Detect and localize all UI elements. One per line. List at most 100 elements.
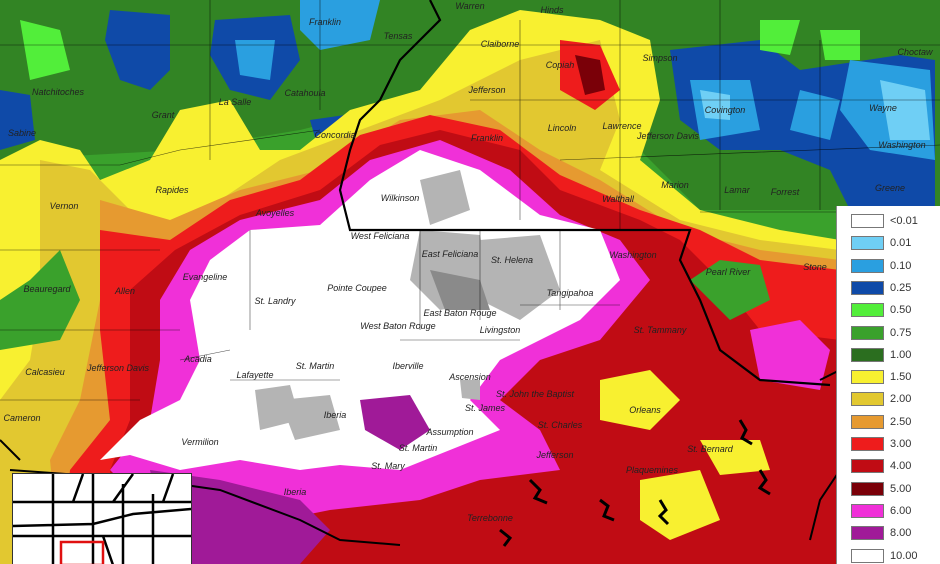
county-label: Jefferson bbox=[468, 85, 506, 95]
legend-item: 4.00 bbox=[851, 459, 912, 474]
county-label: West Baton Rouge bbox=[360, 321, 436, 331]
county-label: Orleans bbox=[629, 405, 661, 415]
county-label: Copiah bbox=[545, 60, 575, 70]
county-label: Plaquemines bbox=[625, 465, 679, 475]
dark-grey-patch bbox=[430, 270, 490, 310]
legend-label: 2.00 bbox=[890, 393, 912, 406]
county-label: Pearl River bbox=[705, 267, 751, 277]
county-label: Lincoln bbox=[547, 123, 577, 133]
county-label: Forrest bbox=[770, 187, 800, 197]
county-label: St. Martin bbox=[398, 443, 438, 453]
county-label: West Feliciana bbox=[350, 231, 410, 241]
county-label: Vernon bbox=[49, 201, 79, 211]
legend-item: 8.00 bbox=[851, 526, 912, 541]
legend-item: 0.10 bbox=[851, 258, 912, 273]
county-label: Marion bbox=[661, 180, 689, 190]
county-boundaries bbox=[0, 0, 940, 547]
county-label: East Feliciana bbox=[421, 249, 479, 259]
blue-patch bbox=[0, 90, 35, 150]
legend-label: 0.25 bbox=[890, 281, 912, 294]
county-label: Warren bbox=[455, 1, 485, 11]
county-label: Ascension bbox=[449, 372, 491, 382]
legend-item: 1.50 bbox=[851, 370, 911, 385]
purple-patch bbox=[360, 395, 430, 450]
county-label: Avoyelles bbox=[255, 208, 295, 218]
county-label: Iberville bbox=[392, 361, 424, 371]
blue-patch bbox=[690, 60, 935, 160]
county-label: Evangeline bbox=[182, 272, 228, 282]
legend-item: 2.00 bbox=[851, 392, 912, 407]
county-label: Beauregard bbox=[23, 284, 71, 294]
county-label: Washington bbox=[878, 140, 926, 150]
legend-label: 4.00 bbox=[890, 460, 912, 473]
county-label: St. Landry bbox=[254, 296, 296, 306]
county-label: Greene bbox=[874, 183, 906, 193]
legend-swatch bbox=[851, 459, 884, 474]
county-label: Livingston bbox=[479, 325, 521, 335]
legend-swatch bbox=[851, 347, 884, 362]
county-label: Lamar bbox=[724, 185, 750, 195]
county-label: Cameron bbox=[3, 413, 41, 423]
us-states-outline bbox=[12, 473, 192, 564]
county-label: Tensas bbox=[383, 31, 413, 41]
legend-label: 0.75 bbox=[890, 326, 912, 339]
legend-swatch bbox=[851, 437, 884, 451]
county-label: Pointe Coupee bbox=[327, 283, 387, 293]
county-label: St. Bernard bbox=[687, 444, 733, 454]
legend-label: 1.00 bbox=[890, 348, 912, 361]
legend-label: 0.10 bbox=[890, 259, 912, 272]
county-label: St. Tammany bbox=[633, 325, 687, 335]
blue-patch bbox=[235, 40, 275, 80]
legend-swatch bbox=[851, 258, 884, 273]
legend-label: 8.00 bbox=[890, 527, 912, 540]
legend-item: <0.01 bbox=[851, 214, 918, 228]
legend-label: 2.50 bbox=[890, 415, 912, 428]
county-label: St. Helena bbox=[490, 255, 534, 265]
county-label: Franklin bbox=[308, 17, 342, 27]
legend-label: <0.01 bbox=[890, 215, 918, 227]
county-label: Hinds bbox=[540, 5, 564, 15]
county-label: Simpson bbox=[642, 53, 678, 63]
county-label: La Salle bbox=[218, 97, 252, 107]
light-blue-patch bbox=[700, 80, 930, 140]
legend-label: 0.50 bbox=[890, 304, 912, 317]
county-label: St. James bbox=[464, 403, 506, 413]
county-label: Lafayette bbox=[236, 370, 274, 380]
legend-item: 6.00 bbox=[851, 503, 911, 518]
blue-patch bbox=[105, 10, 170, 90]
legend-swatch bbox=[851, 214, 884, 228]
county-label: Walthall bbox=[602, 194, 634, 204]
county-label: Catahoula bbox=[284, 88, 326, 98]
county-label: Rapides bbox=[155, 185, 189, 195]
county-label: St. Charles bbox=[537, 420, 583, 430]
county-label: Vermilion bbox=[181, 437, 219, 447]
county-label: Sabine bbox=[7, 128, 37, 138]
legend-item: 1.00 bbox=[851, 347, 912, 362]
county-label: St. John the Baptist bbox=[495, 389, 575, 399]
county-label: Acadia bbox=[184, 354, 212, 364]
county-label: Franklin bbox=[470, 133, 504, 143]
light-green-patch bbox=[760, 20, 860, 60]
county-label: Iberia bbox=[323, 410, 347, 420]
county-label: Jefferson bbox=[536, 450, 574, 460]
green-patch bbox=[690, 260, 770, 320]
legend-item: 0.75 bbox=[851, 325, 912, 340]
county-label: Covington bbox=[704, 105, 746, 115]
legend-label: 5.00 bbox=[890, 482, 912, 495]
county-label: Assumption bbox=[426, 427, 474, 437]
county-label: Calcasieu bbox=[25, 367, 65, 377]
dark-red-patch bbox=[575, 55, 605, 95]
legend-item: 0.25 bbox=[851, 280, 912, 295]
legend-swatch bbox=[851, 280, 884, 295]
county-label: Concordia bbox=[314, 130, 356, 140]
county-label: Claiborne bbox=[480, 39, 520, 49]
county-label: St. Mary bbox=[371, 461, 405, 471]
legend-swatch bbox=[851, 325, 884, 340]
green-patch bbox=[0, 250, 80, 350]
county-label: Terrebonne bbox=[467, 513, 513, 523]
legend-swatch bbox=[851, 526, 884, 541]
grey-patch bbox=[255, 380, 480, 440]
legend-label: 10.00 bbox=[890, 549, 918, 562]
